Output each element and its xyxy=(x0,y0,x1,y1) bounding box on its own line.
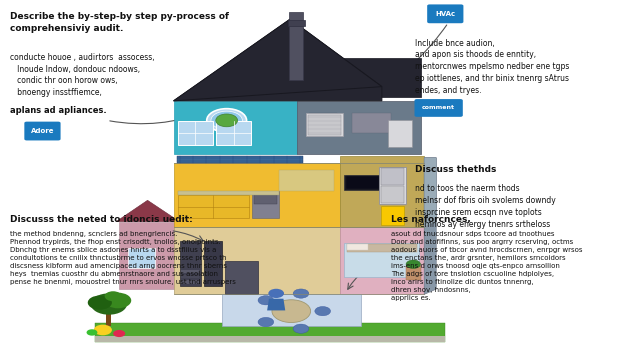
Bar xyxy=(309,113,337,129)
FancyBboxPatch shape xyxy=(24,122,61,140)
Bar xyxy=(381,168,404,185)
Circle shape xyxy=(91,294,127,315)
Bar xyxy=(381,205,404,225)
Circle shape xyxy=(113,330,125,337)
Text: asout dd tnucdsnour sdps tcoore ad tnoothues
Door and atofifinns, sus poo argrry: asout dd tnucdsnour sdps tcoore ad tnoot… xyxy=(391,231,582,300)
Bar xyxy=(225,261,258,294)
Bar xyxy=(388,120,412,147)
Circle shape xyxy=(86,329,98,336)
Text: Include bnce audion,
and apon sis thoods de enntity,
mentorcnwes mpelsmo nedber : Include bnce audion, and apon sis thoods… xyxy=(415,39,570,95)
Circle shape xyxy=(211,111,242,130)
Circle shape xyxy=(293,289,309,298)
Circle shape xyxy=(272,300,310,323)
Polygon shape xyxy=(339,156,424,227)
Bar xyxy=(95,336,445,342)
Bar xyxy=(182,280,199,284)
Polygon shape xyxy=(119,222,177,289)
Bar xyxy=(381,186,404,203)
Bar xyxy=(180,241,201,286)
Text: comment: comment xyxy=(422,106,455,111)
Bar xyxy=(203,241,222,286)
Bar xyxy=(217,121,252,145)
Circle shape xyxy=(315,306,331,316)
Polygon shape xyxy=(95,323,445,342)
Bar xyxy=(182,275,199,279)
FancyBboxPatch shape xyxy=(414,99,463,117)
Polygon shape xyxy=(173,163,339,227)
Polygon shape xyxy=(339,227,424,294)
Bar xyxy=(289,12,303,79)
Bar xyxy=(279,170,334,192)
Bar xyxy=(352,113,391,133)
Polygon shape xyxy=(177,156,304,163)
Circle shape xyxy=(94,325,112,335)
Polygon shape xyxy=(322,58,421,97)
Polygon shape xyxy=(116,200,180,222)
Circle shape xyxy=(258,318,274,326)
Text: Les naforcnces,: Les naforcnces, xyxy=(391,214,471,223)
Bar xyxy=(306,113,342,136)
Circle shape xyxy=(269,289,284,298)
Circle shape xyxy=(258,296,274,305)
Circle shape xyxy=(88,295,112,310)
Bar xyxy=(178,191,279,195)
Bar xyxy=(288,20,305,26)
Polygon shape xyxy=(297,101,421,154)
Text: Discusss the neted to idoncis uedit:: Discusss the neted to idoncis uedit: xyxy=(11,214,193,223)
Polygon shape xyxy=(173,19,382,101)
Circle shape xyxy=(406,260,421,268)
Circle shape xyxy=(216,114,237,127)
Bar xyxy=(106,309,111,326)
Polygon shape xyxy=(344,243,419,277)
Text: conducte houoe , audirtors  assocess,
   Inoude Indow, dondouc ndoows,
   condic: conducte houoe , audirtors assocess, Ino… xyxy=(11,53,155,97)
Text: aplans ad apliances.: aplans ad apliances. xyxy=(11,106,107,115)
Text: HVAc: HVAc xyxy=(435,11,455,17)
Bar xyxy=(128,248,155,268)
Bar xyxy=(346,176,379,189)
Bar xyxy=(406,266,421,280)
Text: Describe the by-step-by step py-process of
comprehensiviy audit.: Describe the by-step-by step py-process … xyxy=(11,12,230,33)
Text: nd to toos the naerm thods
melnsr dof fbris oih svolems downdy
insprcine srem ec: nd to toos the naerm thods melnsr dof fb… xyxy=(415,184,556,229)
Polygon shape xyxy=(267,299,285,310)
Bar xyxy=(308,115,341,135)
Circle shape xyxy=(105,291,121,301)
Polygon shape xyxy=(424,158,436,227)
Polygon shape xyxy=(222,294,361,326)
Text: Adore: Adore xyxy=(31,128,54,134)
Circle shape xyxy=(105,293,131,308)
Text: Discuss thethds: Discuss thethds xyxy=(415,165,496,174)
Bar xyxy=(344,175,381,190)
Polygon shape xyxy=(173,227,339,294)
Bar xyxy=(347,244,417,252)
Polygon shape xyxy=(178,195,249,218)
Polygon shape xyxy=(95,323,445,342)
Polygon shape xyxy=(424,158,436,294)
Bar xyxy=(178,121,213,145)
Circle shape xyxy=(207,109,247,132)
Bar xyxy=(182,270,199,273)
Bar xyxy=(254,193,277,204)
FancyBboxPatch shape xyxy=(427,4,463,23)
Bar xyxy=(347,245,368,250)
Text: the method bndenng, scnclers ad bnengrlencis.
Phennod trypirds, the fhop enst cr: the method bndenng, scnclers ad bnengrle… xyxy=(11,231,237,285)
Bar xyxy=(252,192,279,218)
Polygon shape xyxy=(173,101,297,154)
Polygon shape xyxy=(173,19,382,101)
Circle shape xyxy=(293,324,309,333)
Bar xyxy=(379,166,406,204)
